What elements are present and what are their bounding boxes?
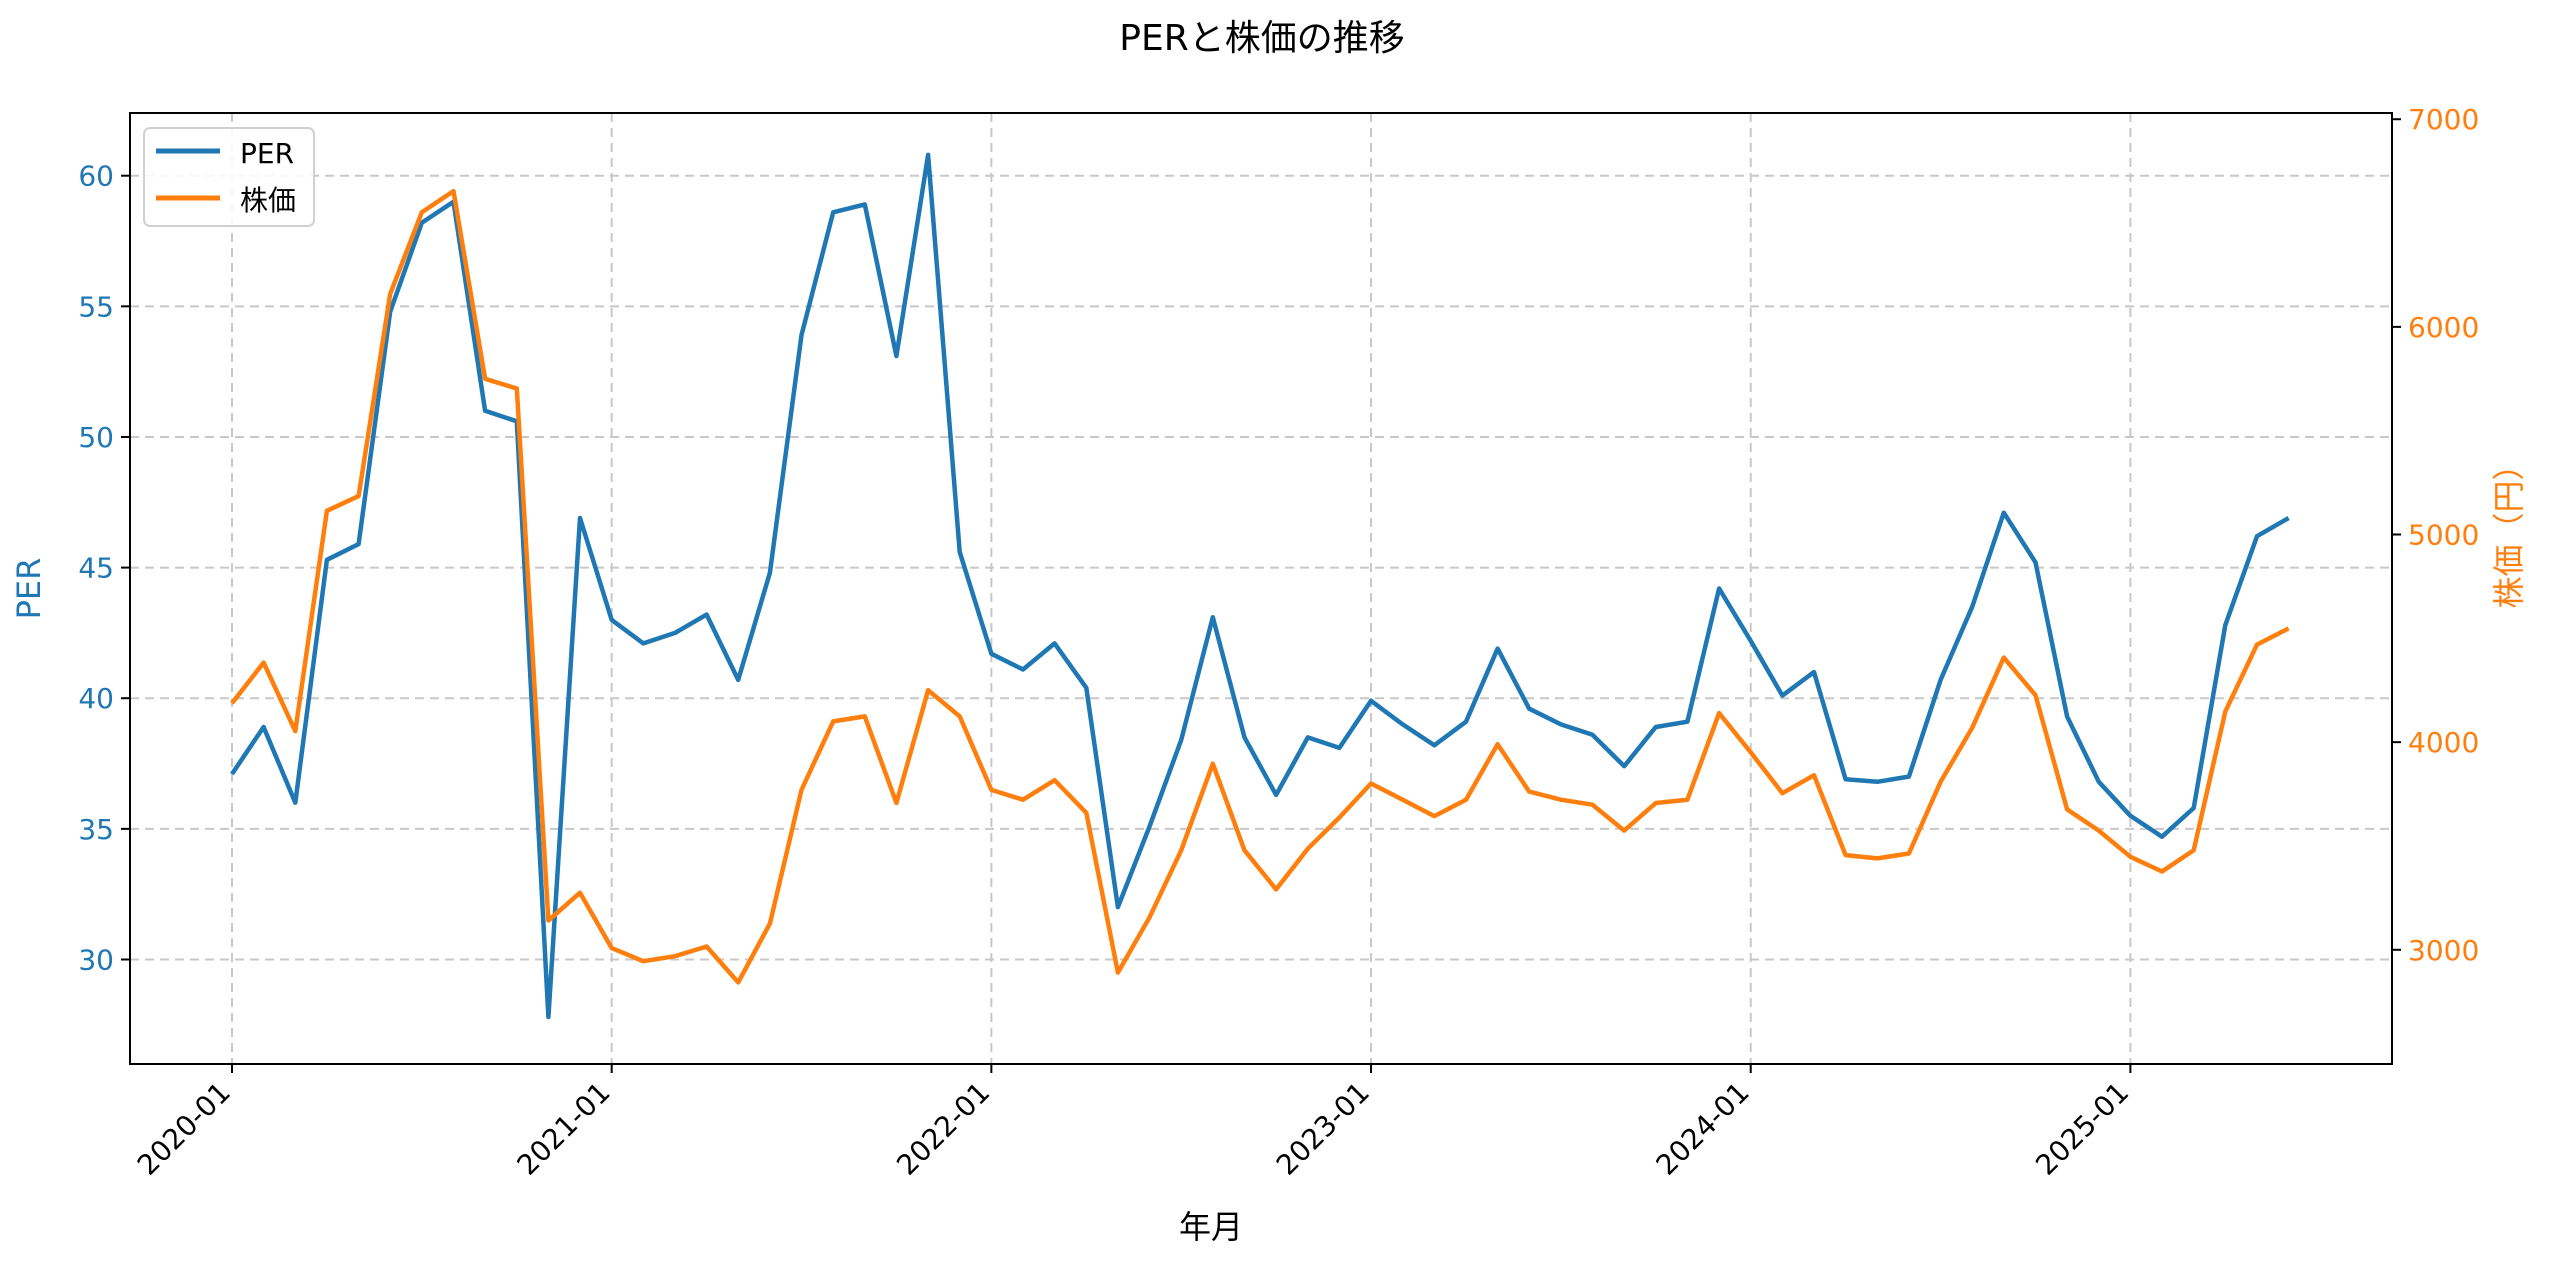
y-tick-label-left: 50 bbox=[78, 421, 114, 454]
y-axis-left-label: PER bbox=[10, 558, 48, 620]
y-tick-label-right: 3000 bbox=[2408, 934, 2479, 967]
chart-title: PERと株価の推移 bbox=[1119, 18, 1404, 59]
legend-label-per: PER bbox=[240, 137, 294, 170]
x-tick-label: 2021-01 bbox=[511, 1076, 617, 1182]
y-tick-label-left: 35 bbox=[78, 813, 114, 846]
legend-label-price: 株価 bbox=[240, 184, 296, 217]
y-axis-right-label: 株価（円） bbox=[2490, 448, 2528, 608]
x-tick-label: 2023-01 bbox=[1270, 1076, 1376, 1182]
x-tick-label: 2024-01 bbox=[1650, 1076, 1756, 1182]
y-tick-label-right: 6000 bbox=[2408, 311, 2479, 344]
y-tick-label-left: 30 bbox=[78, 943, 114, 976]
legend-item-price: 株価 bbox=[156, 184, 296, 217]
price-line bbox=[230, 188, 2290, 985]
y-tick-label-right: 4000 bbox=[2408, 726, 2479, 759]
x-tick-label: 2020-01 bbox=[131, 1076, 237, 1182]
x-axis-label: 年月 bbox=[1179, 1208, 1243, 1246]
y-tick-label-left: 45 bbox=[78, 552, 114, 585]
legend-item-per: PER bbox=[156, 137, 294, 170]
y-tick-label-right: 5000 bbox=[2408, 519, 2479, 552]
y-tick-label-left: 55 bbox=[78, 290, 114, 323]
x-axis: 2020-01 2021-01 2022-01 2023-01 2024-01 2025-… bbox=[131, 1064, 2135, 1182]
x-tick-label: 2025-01 bbox=[2029, 1076, 2135, 1182]
y-tick-label-left: 40 bbox=[78, 682, 114, 715]
y-axis-left: 30 35 40 45 50 55 60 bbox=[78, 160, 130, 976]
y-axis-right: 3000 4000 5000 6000 7000 bbox=[2392, 103, 2479, 967]
y-tick-label-left: 60 bbox=[78, 160, 114, 193]
gridlines bbox=[130, 113, 2392, 1064]
plot-area bbox=[129, 112, 2393, 1065]
legend: PER 株価 bbox=[143, 127, 315, 227]
per-line bbox=[230, 152, 2290, 1020]
y-tick-label-right: 7000 bbox=[2408, 103, 2479, 136]
x-tick-label: 2022-01 bbox=[890, 1076, 996, 1182]
series-lines bbox=[230, 152, 2290, 1020]
